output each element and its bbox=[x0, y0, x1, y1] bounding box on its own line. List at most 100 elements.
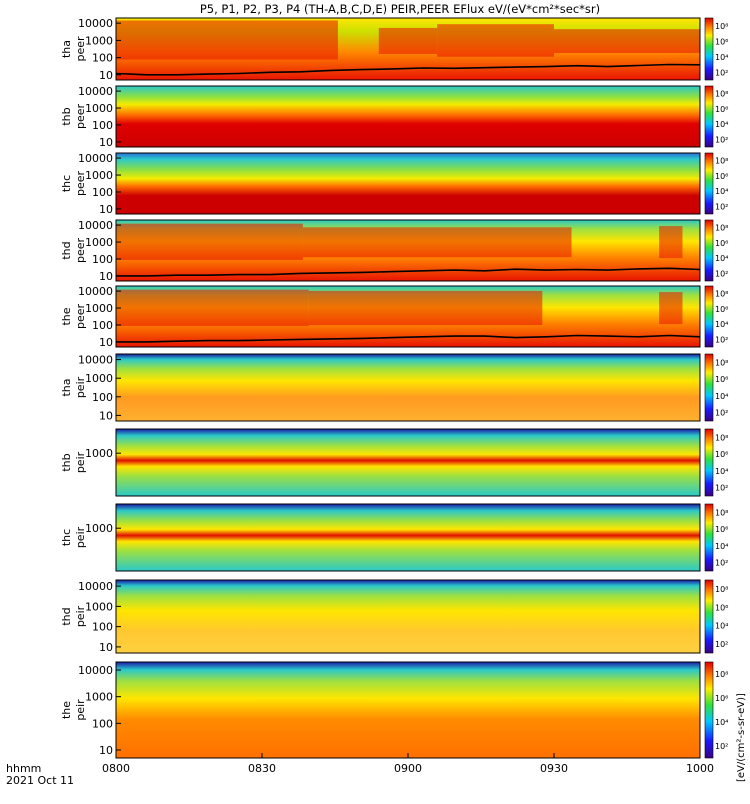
colorbar bbox=[704, 219, 714, 282]
species-label: peer bbox=[74, 171, 87, 197]
colorbar bbox=[704, 285, 714, 348]
xtick-label: 0830 bbox=[248, 762, 276, 775]
ytick-label: 10000 bbox=[78, 219, 113, 232]
colorbar-tick-label: 10⁴ bbox=[715, 467, 728, 476]
ytick-label: 10000 bbox=[78, 152, 113, 165]
hot-interval-0 bbox=[116, 223, 303, 260]
panel-frame bbox=[115, 285, 701, 348]
colorbar bbox=[704, 353, 714, 422]
probe-label: thd bbox=[60, 607, 73, 625]
colorbar-tick-label: 10⁸ bbox=[715, 22, 728, 31]
panel-frame bbox=[115, 85, 701, 148]
colorbar-tick-label: 10² bbox=[715, 640, 728, 649]
ytick-label: 100 bbox=[92, 186, 113, 199]
species-label: peir bbox=[74, 526, 87, 548]
ytick-label: 1000 bbox=[85, 169, 113, 182]
species-label: peir bbox=[74, 605, 87, 627]
probe-label: thb bbox=[60, 107, 73, 125]
probe-label: tha bbox=[60, 40, 73, 58]
spectrogram-band bbox=[116, 504, 700, 571]
colorbar-tick-label: 10⁶ bbox=[715, 172, 728, 181]
colorbar bbox=[704, 579, 714, 654]
colorbar-tick-label: 10⁴ bbox=[715, 120, 728, 129]
colorbar-tick-label: 10⁸ bbox=[715, 224, 728, 233]
colorbar-tick-label: 10² bbox=[715, 484, 728, 493]
colorbar-tick-label: 10⁴ bbox=[715, 254, 728, 263]
potential-trace bbox=[116, 334, 701, 343]
colorbar-tick-label: 10⁶ bbox=[715, 239, 728, 248]
ytick-label: 1000 bbox=[85, 34, 113, 47]
ytick-label: 10 bbox=[99, 203, 113, 216]
panel-thd-peir: 10 100 1000 10000 thd peir 10² 10⁴ 10⁶ 10⁸ bbox=[60, 579, 728, 654]
hot-interval-3 bbox=[554, 29, 700, 54]
ytick-label: 10 bbox=[99, 641, 113, 654]
colorbar-tick-label: 10⁶ bbox=[715, 305, 728, 314]
spectrogram-band bbox=[116, 580, 700, 653]
colorbar-tick-label: 10⁶ bbox=[715, 375, 728, 384]
ytick-label: 1000 bbox=[85, 600, 113, 613]
species-label: peir bbox=[74, 376, 87, 398]
figure-title: P5, P1, P2, P3, P4 (TH-A,B,C,D,E) PEIR,P… bbox=[200, 2, 600, 16]
colorbar-tick-label: 10² bbox=[715, 559, 728, 568]
ytick-label: 100 bbox=[92, 621, 113, 634]
colorbar-tick-label: 10⁶ bbox=[715, 105, 728, 114]
colorbar bbox=[704, 17, 714, 81]
colorbar-tick-label: 10² bbox=[715, 135, 728, 144]
colorbar bbox=[704, 85, 714, 148]
ytick-label: 100 bbox=[92, 391, 113, 404]
panel-thb-peer: 10 100 1000 10000 thb peer 10² 10⁴ 10⁶ 10⁸ bbox=[60, 85, 728, 149]
ytick-label: 100 bbox=[92, 52, 113, 65]
probe-label: thd bbox=[60, 241, 73, 259]
ytick-label: 1000 bbox=[85, 236, 113, 249]
colorbar bbox=[704, 661, 714, 759]
hot-interval-0 bbox=[116, 20, 338, 60]
ytick-label: 1000 bbox=[85, 522, 113, 535]
ytick-label: 10000 bbox=[78, 354, 113, 367]
probe-label: thc bbox=[60, 175, 73, 192]
hot-interval-2 bbox=[437, 24, 554, 57]
panel-frame bbox=[115, 17, 701, 81]
probe-label: the bbox=[60, 307, 73, 325]
colorbar-tick-label: 10⁴ bbox=[715, 392, 728, 401]
panel-frame bbox=[115, 428, 701, 497]
colorbar-tick-label: 10⁸ bbox=[715, 508, 728, 517]
hot-interval-1 bbox=[378, 27, 438, 54]
colorbar-tick-label: 10⁶ bbox=[715, 450, 728, 459]
ytick-label: 10 bbox=[99, 336, 113, 349]
colorbar-tick-label: 10⁴ bbox=[715, 53, 728, 62]
panel-thc-peer: 10 100 1000 10000 thc peer 10² 10⁴ 10⁶ 10⁸ bbox=[60, 152, 728, 216]
spectrogram-band bbox=[116, 662, 700, 758]
ytick-label: 10 bbox=[99, 744, 113, 757]
probe-label: thc bbox=[60, 529, 73, 546]
colorbar-tick-label: 10² bbox=[715, 335, 728, 344]
colorbar-tick-label: 10² bbox=[715, 269, 728, 278]
hot-interval-1 bbox=[302, 227, 572, 258]
ytick-label: 1000 bbox=[85, 372, 113, 385]
panel-frame bbox=[115, 152, 701, 215]
hot-interval-0 bbox=[116, 289, 309, 326]
ytick-label: 100 bbox=[92, 119, 113, 132]
ytick-label: 10000 bbox=[78, 580, 113, 593]
colorbar-tick-label: 10⁴ bbox=[715, 320, 728, 329]
colorbar-tick-label: 10² bbox=[715, 68, 728, 77]
hot-interval-2 bbox=[659, 226, 683, 259]
species-label: peir bbox=[74, 699, 87, 721]
ytick-label: 10 bbox=[99, 69, 113, 82]
colorbar-tick-label: 10⁴ bbox=[715, 622, 728, 631]
colorbar-tick-label: 10⁴ bbox=[715, 718, 728, 727]
potential-trace bbox=[115, 63, 701, 76]
colorbar-tick-label: 10⁸ bbox=[715, 433, 728, 442]
potential-trace bbox=[116, 267, 701, 277]
ytick-label: 100 bbox=[92, 319, 113, 332]
colorbar bbox=[704, 503, 714, 572]
panel-frame bbox=[115, 353, 701, 422]
spectrogram-band bbox=[116, 153, 700, 214]
colorbar-tick-label: 10⁸ bbox=[715, 90, 728, 99]
colorbar-tick-label: 10⁸ bbox=[715, 157, 728, 166]
colorbar-tick-label: 10⁸ bbox=[715, 670, 728, 679]
colorbar-tick-label: 10⁸ bbox=[715, 585, 728, 594]
colorbar-tick-label: 10⁶ bbox=[715, 37, 728, 46]
ytick-label: 10 bbox=[99, 136, 113, 149]
